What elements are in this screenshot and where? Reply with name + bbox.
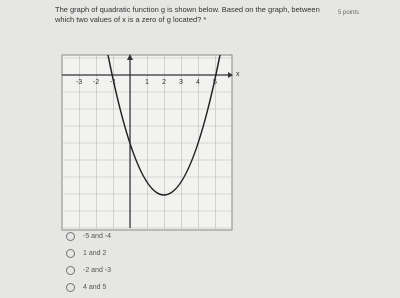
graph-frame	[61, 54, 233, 231]
x-tick-label: -1	[110, 79, 116, 86]
points: 5 points	[338, 10, 360, 16]
axis-label: x	[236, 71, 240, 78]
x-tick-label: 3	[179, 79, 183, 86]
question-text: The graph of quadratic function g is sho…	[55, 5, 320, 24]
x-tick-label: 5	[213, 79, 217, 86]
radio-button[interactable]	[66, 232, 75, 241]
option-label: 1 and 2	[83, 250, 107, 257]
x-tick-label: -3	[76, 79, 82, 86]
option[interactable]: 4 and 5	[66, 283, 106, 292]
y-arrow	[127, 54, 133, 60]
x-arrow	[228, 72, 233, 78]
parabola	[107, 54, 221, 196]
radio-button[interactable]	[66, 249, 75, 258]
option-label: 4 and 5	[83, 284, 107, 291]
x-tick-label: 1	[145, 79, 149, 86]
x-tick-label: 4	[196, 79, 200, 86]
option-label: -2 and -3	[83, 267, 112, 274]
option[interactable]: -5 and -4	[66, 232, 111, 241]
radio-button[interactable]	[66, 266, 75, 275]
option[interactable]: -2 and -3	[66, 266, 111, 275]
option[interactable]: 1 and 2	[66, 249, 106, 258]
option-label: -5 and -4	[83, 233, 112, 240]
x-tick-label: 2	[162, 79, 166, 86]
x-tick-label: -2	[93, 79, 99, 86]
radio-button[interactable]	[66, 283, 75, 292]
